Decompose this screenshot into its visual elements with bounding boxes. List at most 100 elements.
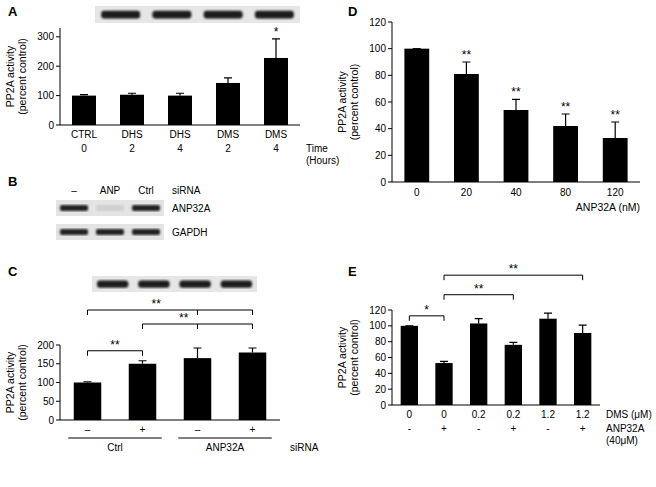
lane-label: ANP: [100, 185, 121, 196]
y-tick-label: 80: [375, 336, 387, 347]
y-tick-label: 100: [37, 377, 54, 388]
x-row-label: 0: [81, 143, 87, 154]
bar: [505, 345, 522, 405]
bar: [504, 110, 529, 182]
panel-letter: B: [8, 174, 17, 189]
blot-band: [96, 229, 124, 235]
y-tick: [388, 357, 392, 358]
y-label-line: PP2A activity: [336, 326, 348, 388]
blot-band: [179, 280, 210, 287]
error-bar: [579, 325, 587, 333]
blot-band: [221, 280, 252, 287]
y-tick-label: 120: [369, 17, 386, 28]
y-tick: [56, 382, 60, 383]
marks: [74, 348, 267, 420]
x-tick-label: 1.2: [576, 409, 590, 420]
y-tick: [388, 102, 392, 103]
error-bar: [475, 319, 483, 324]
x-row-label: +: [510, 423, 516, 434]
panel-letter: E: [348, 264, 357, 279]
y-label-line: (percent control): [348, 64, 360, 140]
y-tick: [388, 182, 392, 183]
x-row-title: ANP32A: [606, 423, 645, 434]
bracket-label: **: [152, 297, 162, 311]
y-tick-label: 80: [375, 70, 387, 81]
bar: [120, 95, 144, 125]
blot-band: [96, 205, 124, 211]
y-tick-label: 100: [37, 90, 54, 101]
y-axis: [60, 28, 61, 125]
y-tick-label: 150: [37, 358, 54, 369]
y-tick: [56, 420, 60, 421]
error-bar: [84, 381, 92, 383]
x-tick-label: 0.2: [472, 409, 486, 420]
group-label: Ctrl: [107, 442, 123, 453]
panel-b: B–ANPCtrlsiRNAANP32AGAPDH: [8, 174, 211, 240]
y-tick: [388, 128, 392, 129]
bar: [404, 49, 429, 182]
bar: [401, 326, 418, 405]
x-tick-label: DMS: [265, 129, 288, 140]
y-label-line: (percent control): [16, 38, 28, 114]
y-tick: [56, 345, 60, 346]
bar: [184, 358, 212, 420]
lane-title: siRNA: [172, 185, 201, 196]
significance: *: [274, 25, 279, 39]
panel-c: C050100150200PP2A activity(percent contr…: [4, 264, 319, 453]
x-row-label: +: [580, 423, 586, 434]
y-label-line: (percent control): [16, 344, 28, 420]
error-bar: [194, 348, 202, 358]
error-bar: [413, 48, 421, 49]
x-tick-label: 120: [607, 187, 624, 198]
row-label: GAPDH: [172, 227, 208, 238]
y-tick-label: 100: [369, 43, 386, 54]
marks: [72, 39, 288, 125]
error-bar: [611, 122, 619, 138]
y-tick: [388, 48, 392, 49]
blot-background: [95, 6, 300, 23]
bar: [553, 126, 578, 182]
x-row-title: (Hours): [306, 155, 339, 166]
bracket-label: **: [179, 311, 189, 325]
bar: [264, 58, 288, 125]
x-tick-label: DHS: [169, 129, 190, 140]
y-tick: [56, 401, 60, 402]
y-label: PP2A activity(percent control): [4, 38, 28, 114]
y-tick: [56, 36, 60, 37]
blot-band: [152, 11, 191, 19]
bar: [454, 74, 479, 182]
x-row-title: (40μM): [606, 435, 638, 446]
x-tick-label: DMS: [217, 129, 240, 140]
error-bar: [249, 348, 257, 353]
bracket-label: **: [474, 282, 484, 296]
y-tick-label: 0: [380, 177, 386, 188]
bracket: [143, 324, 253, 329]
bar: [72, 96, 96, 125]
y-tick: [388, 155, 392, 156]
error-bar: [272, 39, 280, 58]
y-tick: [388, 325, 392, 326]
bar: [435, 363, 452, 405]
error-bar: [544, 313, 552, 319]
x-axis: [392, 405, 600, 406]
x-tick-label: –: [85, 424, 91, 435]
blot-background: [92, 276, 257, 292]
blot-band: [138, 280, 169, 287]
bar: [168, 96, 192, 125]
bracket-label: **: [110, 338, 120, 352]
y-tick-label: 60: [375, 352, 387, 363]
panel-a: A0100200300PP2A activity(percent control…: [4, 4, 339, 166]
blot-band: [204, 11, 243, 19]
blot-band: [101, 11, 140, 19]
x-row-title: Time: [306, 143, 328, 154]
blot-band: [255, 11, 294, 19]
bracket: [88, 310, 253, 315]
y-tick-label: 300: [37, 31, 54, 42]
y-tick-label: 200: [37, 61, 54, 72]
bar: [603, 138, 628, 182]
y-tick: [388, 389, 392, 390]
y-label-line: (percent control): [348, 319, 360, 395]
x-row-label: 2: [129, 143, 135, 154]
y-tick: [388, 341, 392, 342]
x-row-label: 4: [273, 143, 279, 154]
